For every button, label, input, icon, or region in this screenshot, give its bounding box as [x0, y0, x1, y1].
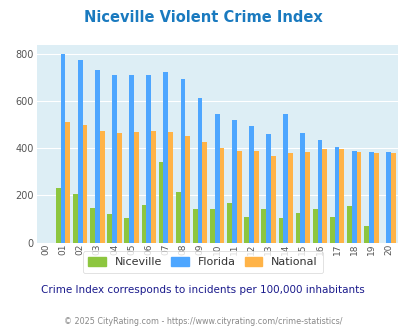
- Text: © 2025 CityRating.com - https://www.cityrating.com/crime-statistics/: © 2025 CityRating.com - https://www.city…: [64, 317, 341, 326]
- Bar: [373, 152, 377, 243]
- Bar: [390, 153, 395, 243]
- Bar: [236, 151, 241, 243]
- Bar: [158, 162, 163, 243]
- Bar: [253, 151, 258, 243]
- Bar: [134, 132, 139, 243]
- Bar: [283, 114, 288, 243]
- Bar: [334, 147, 339, 243]
- Bar: [168, 132, 173, 243]
- Bar: [65, 122, 70, 243]
- Bar: [185, 136, 190, 243]
- Bar: [266, 134, 270, 243]
- Bar: [329, 217, 334, 243]
- Bar: [112, 75, 117, 243]
- Text: Crime Index corresponds to incidents per 100,000 inhabitants: Crime Index corresponds to incidents per…: [41, 285, 364, 295]
- Bar: [363, 226, 368, 243]
- Bar: [351, 150, 356, 243]
- Bar: [192, 209, 197, 243]
- Bar: [95, 70, 100, 243]
- Bar: [248, 126, 253, 243]
- Bar: [231, 120, 236, 243]
- Bar: [209, 209, 214, 243]
- Legend: Niceville, Florida, National: Niceville, Florida, National: [82, 251, 323, 273]
- Bar: [300, 133, 305, 243]
- Bar: [107, 214, 112, 243]
- Bar: [368, 152, 373, 243]
- Bar: [295, 213, 300, 243]
- Bar: [317, 141, 322, 243]
- Text: Niceville Violent Crime Index: Niceville Violent Crime Index: [83, 10, 322, 25]
- Bar: [385, 152, 390, 243]
- Bar: [244, 216, 248, 243]
- Bar: [129, 75, 134, 243]
- Bar: [124, 218, 129, 243]
- Bar: [305, 152, 309, 243]
- Bar: [175, 192, 180, 243]
- Bar: [146, 75, 151, 243]
- Bar: [141, 205, 146, 243]
- Bar: [78, 60, 82, 243]
- Bar: [117, 133, 121, 243]
- Bar: [288, 153, 292, 243]
- Bar: [346, 206, 351, 243]
- Bar: [197, 98, 202, 243]
- Bar: [100, 131, 104, 243]
- Bar: [202, 142, 207, 243]
- Bar: [356, 152, 360, 243]
- Bar: [214, 114, 219, 243]
- Bar: [73, 194, 78, 243]
- Bar: [90, 208, 95, 243]
- Bar: [312, 209, 317, 243]
- Bar: [270, 156, 275, 243]
- Bar: [322, 149, 326, 243]
- Bar: [180, 79, 185, 243]
- Bar: [226, 203, 231, 243]
- Bar: [163, 72, 168, 243]
- Bar: [60, 54, 65, 243]
- Bar: [82, 125, 87, 243]
- Bar: [261, 209, 266, 243]
- Bar: [278, 218, 283, 243]
- Bar: [339, 149, 343, 243]
- Bar: [56, 188, 60, 243]
- Bar: [151, 131, 156, 243]
- Bar: [219, 148, 224, 243]
